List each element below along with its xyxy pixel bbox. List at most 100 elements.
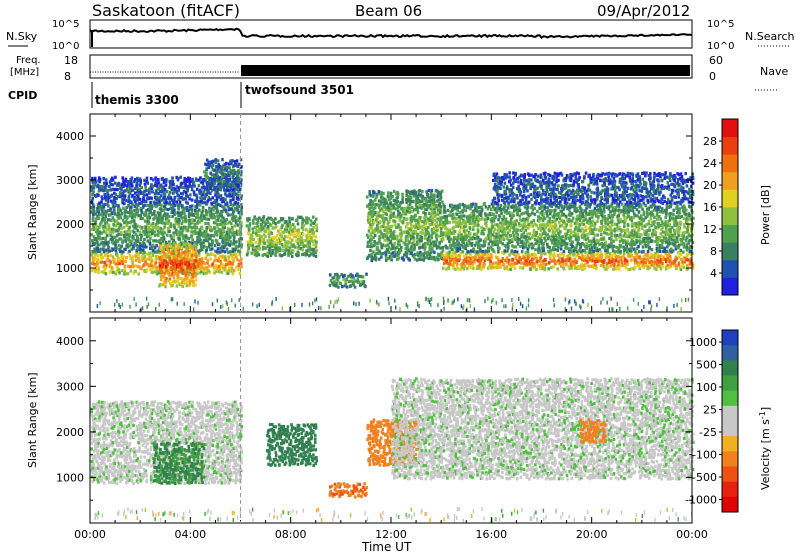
power-cell [159, 274, 163, 279]
power-cell [188, 283, 191, 287]
power-cell [111, 235, 114, 239]
power-cell [228, 179, 231, 183]
power-cell [548, 245, 551, 249]
power-cell [439, 246, 442, 250]
power-cell [113, 260, 116, 264]
power-cell [96, 183, 100, 187]
power-cell [221, 174, 225, 178]
power-cell [222, 216, 225, 220]
power-cell [613, 262, 616, 266]
power-cell [133, 197, 136, 201]
power-cell [387, 191, 390, 195]
power-cell [138, 187, 141, 191]
power-cell [182, 190, 186, 194]
power-cell [139, 213, 142, 217]
power-cell [266, 254, 269, 258]
power-cell [128, 220, 132, 224]
power-cell [207, 210, 211, 214]
power-cell [226, 173, 229, 177]
power-cell [171, 283, 174, 288]
power-cell [231, 228, 234, 232]
power-cell [426, 242, 430, 246]
power-cell [221, 226, 225, 230]
power-cell [535, 230, 539, 234]
power-cell [366, 233, 369, 237]
power-cell [217, 215, 221, 219]
power-cell [106, 243, 110, 247]
power-cell [194, 283, 197, 287]
power-cell [220, 177, 224, 181]
power-cell [280, 238, 283, 242]
power-cell [145, 209, 148, 213]
power-cell [127, 227, 131, 231]
power-cell [92, 225, 96, 229]
power-cell [139, 181, 142, 185]
power-cell [166, 246, 169, 251]
power-cell [602, 264, 606, 269]
power-cell [412, 229, 415, 233]
power-cell [132, 219, 136, 223]
power-cell [154, 179, 158, 183]
power-cell [189, 277, 193, 281]
power-cell [240, 257, 243, 261]
power-cell [388, 219, 391, 223]
power-cell [221, 183, 224, 187]
power-cell [92, 259, 95, 263]
power-cell [221, 249, 225, 253]
power-cell [202, 238, 206, 242]
power-cell [211, 159, 215, 163]
power-cell [125, 230, 129, 234]
power-cell [103, 243, 106, 248]
power-cell [233, 231, 236, 235]
power-cell [224, 255, 227, 259]
power-cell [617, 267, 621, 271]
power-cell [245, 224, 249, 228]
power-cell [433, 200, 436, 204]
power-cell [284, 225, 288, 229]
power-cell [192, 269, 196, 273]
power-cell [162, 185, 165, 189]
power-cell [289, 224, 292, 228]
power-cell [197, 216, 201, 220]
power-cell [203, 229, 207, 234]
power-cell [145, 230, 148, 234]
power-cell [211, 163, 215, 168]
power-cell [209, 248, 212, 252]
power-cell [375, 214, 379, 218]
power-cell [154, 189, 158, 193]
power-cell [106, 233, 109, 237]
power-cell [177, 188, 181, 192]
power-cell [136, 203, 140, 207]
power-cell [203, 235, 207, 239]
power-cell [240, 212, 243, 216]
power-cell [228, 194, 231, 198]
power-cell [130, 200, 133, 204]
power-cell [379, 220, 382, 224]
power-cell [111, 212, 114, 216]
power-cell [95, 236, 98, 241]
power-cell [197, 240, 201, 244]
power-cell [603, 259, 606, 263]
power-cell [370, 242, 373, 246]
power-cell [469, 256, 472, 260]
power-cell [97, 249, 100, 253]
power-cell [125, 206, 128, 210]
power-cell [142, 241, 146, 246]
power-cell [186, 186, 189, 190]
power-cell [186, 236, 190, 240]
power-cell [264, 229, 267, 233]
power-cell [214, 190, 217, 194]
power-cell [283, 235, 287, 239]
power-cell [458, 203, 462, 207]
power-cell [281, 248, 285, 253]
power-cell [345, 285, 349, 289]
power-cell [132, 271, 135, 275]
power-cell [435, 203, 438, 208]
power-cell [138, 183, 141, 187]
power-cell [218, 254, 222, 258]
power-cell [196, 213, 199, 217]
power-cell [119, 213, 122, 218]
power-cell [203, 197, 206, 201]
power-cell [123, 235, 127, 239]
power-cell [486, 216, 490, 221]
